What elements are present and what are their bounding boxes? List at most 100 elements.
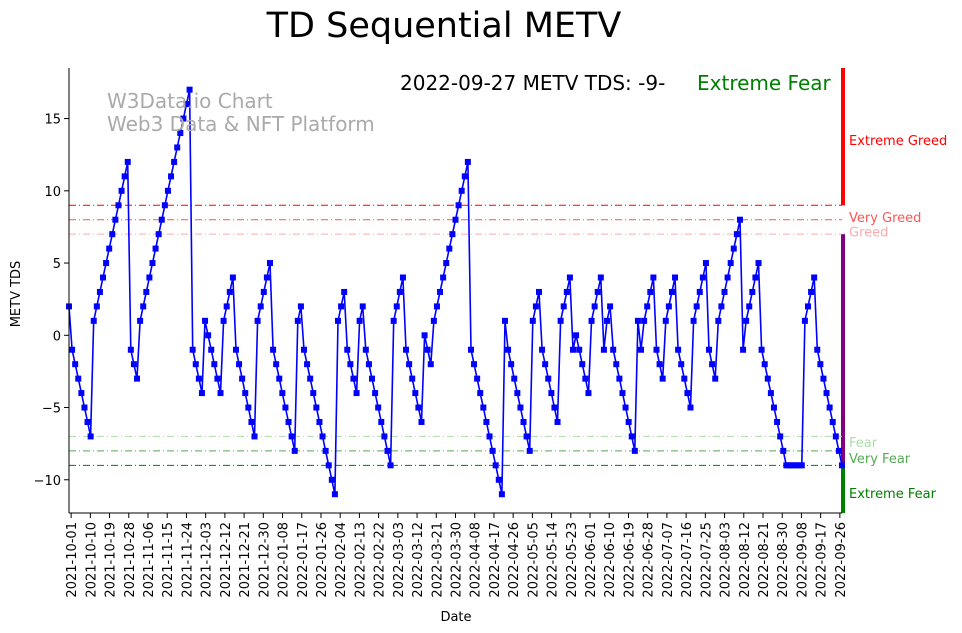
data-point: [300, 346, 307, 353]
x-tick-label: 2022-05-05: [526, 522, 541, 598]
zone-label: Greed: [849, 225, 888, 240]
data-point: [87, 433, 94, 440]
data-point: [112, 216, 119, 223]
data-point: [526, 447, 533, 454]
data-point: [319, 433, 326, 440]
data-point: [477, 390, 484, 397]
data-point: [118, 187, 125, 194]
x-axis-label: Date: [440, 610, 471, 625]
data-point: [724, 274, 731, 281]
data-point: [288, 433, 295, 440]
data-point: [186, 86, 193, 93]
data-point: [668, 288, 675, 295]
data-point: [535, 288, 542, 295]
data-point: [143, 288, 150, 295]
data-point: [709, 361, 716, 368]
data-point: [362, 346, 369, 353]
data-point: [730, 245, 737, 252]
data-point: [659, 375, 666, 382]
data-point: [820, 375, 827, 382]
data-point: [121, 173, 128, 180]
data-point: [489, 447, 496, 454]
data-point: [446, 245, 453, 252]
data-point: [582, 375, 589, 382]
data-point: [461, 173, 468, 180]
data-point: [585, 390, 592, 397]
data-point: [307, 375, 314, 382]
status-value: Extreme Fear: [697, 71, 832, 95]
x-tick-label: 2022-03-21: [430, 522, 445, 598]
data-point: [656, 361, 663, 368]
data-point: [696, 288, 703, 295]
data-point: [257, 303, 264, 310]
zone-label: Very Fear: [849, 452, 911, 467]
data-point: [770, 404, 777, 411]
x-tick-label: 2022-04-26: [507, 522, 522, 598]
x-tick-label: 2022-09-17: [815, 522, 830, 598]
zone-label: Fear: [849, 436, 878, 451]
data-point: [693, 303, 700, 310]
x-tick-label: 2021-11-15: [161, 522, 176, 598]
data-point: [464, 158, 471, 165]
data-point: [214, 375, 221, 382]
data-point: [792, 462, 799, 469]
data-point: [740, 346, 747, 353]
data-point: [372, 390, 379, 397]
data-point: [304, 361, 311, 368]
data-point: [755, 260, 762, 267]
x-tick-label: 2022-03-30: [450, 522, 465, 598]
data-point: [474, 375, 481, 382]
data-point: [106, 245, 113, 252]
data-point: [443, 260, 450, 267]
data-point: [239, 375, 246, 382]
data-point: [789, 462, 796, 469]
data-point: [412, 390, 419, 397]
data-point: [808, 288, 815, 295]
data-point: [767, 390, 774, 397]
data-point: [211, 361, 218, 368]
watermark-line-2: Web3 Data & NFT Platform: [107, 112, 375, 136]
data-point: [672, 274, 679, 281]
data-point: [588, 317, 595, 324]
data-point: [378, 418, 385, 425]
data-point: [195, 375, 202, 382]
data-point: [736, 216, 743, 223]
data-point: [365, 361, 372, 368]
data-point: [594, 288, 601, 295]
x-tick-label: 2022-09-08: [795, 522, 810, 598]
y-tick-label: 15: [44, 113, 61, 128]
data-point: [183, 101, 190, 108]
data-point: [610, 346, 617, 353]
zone-bar-segment: [841, 465, 845, 513]
data-point: [369, 375, 376, 382]
data-point: [746, 303, 753, 310]
x-tick-label: 2022-02-22: [373, 522, 388, 598]
x-tick-label: 2022-02-04: [334, 522, 349, 598]
x-tick-label: 2022-05-14: [546, 522, 561, 598]
data-point: [421, 332, 428, 339]
data-point: [687, 404, 694, 411]
data-point: [486, 433, 493, 440]
x-tick-label: 2022-01-26: [315, 522, 330, 598]
data-point: [823, 390, 830, 397]
data-point: [140, 303, 147, 310]
data-point: [427, 361, 434, 368]
data-point: [399, 274, 406, 281]
data-point: [251, 433, 258, 440]
x-tick-label: 2022-03-03: [392, 522, 407, 598]
data-point: [563, 288, 570, 295]
data-point: [529, 317, 536, 324]
zone-label: Extreme Fear: [849, 487, 937, 502]
data-point: [634, 317, 641, 324]
data-point: [647, 288, 654, 295]
data-point: [514, 390, 521, 397]
data-point: [569, 346, 576, 353]
data-point: [69, 346, 76, 353]
axes: 15 10 5 0 −5 −10 2021-10-01 2021-10-10 2021-10-1…: [34, 68, 849, 598]
data-point: [347, 361, 354, 368]
data-point: [829, 418, 836, 425]
data-point: [801, 317, 808, 324]
data-point: [455, 202, 462, 209]
data-point: [100, 274, 107, 281]
data-point: [245, 404, 252, 411]
